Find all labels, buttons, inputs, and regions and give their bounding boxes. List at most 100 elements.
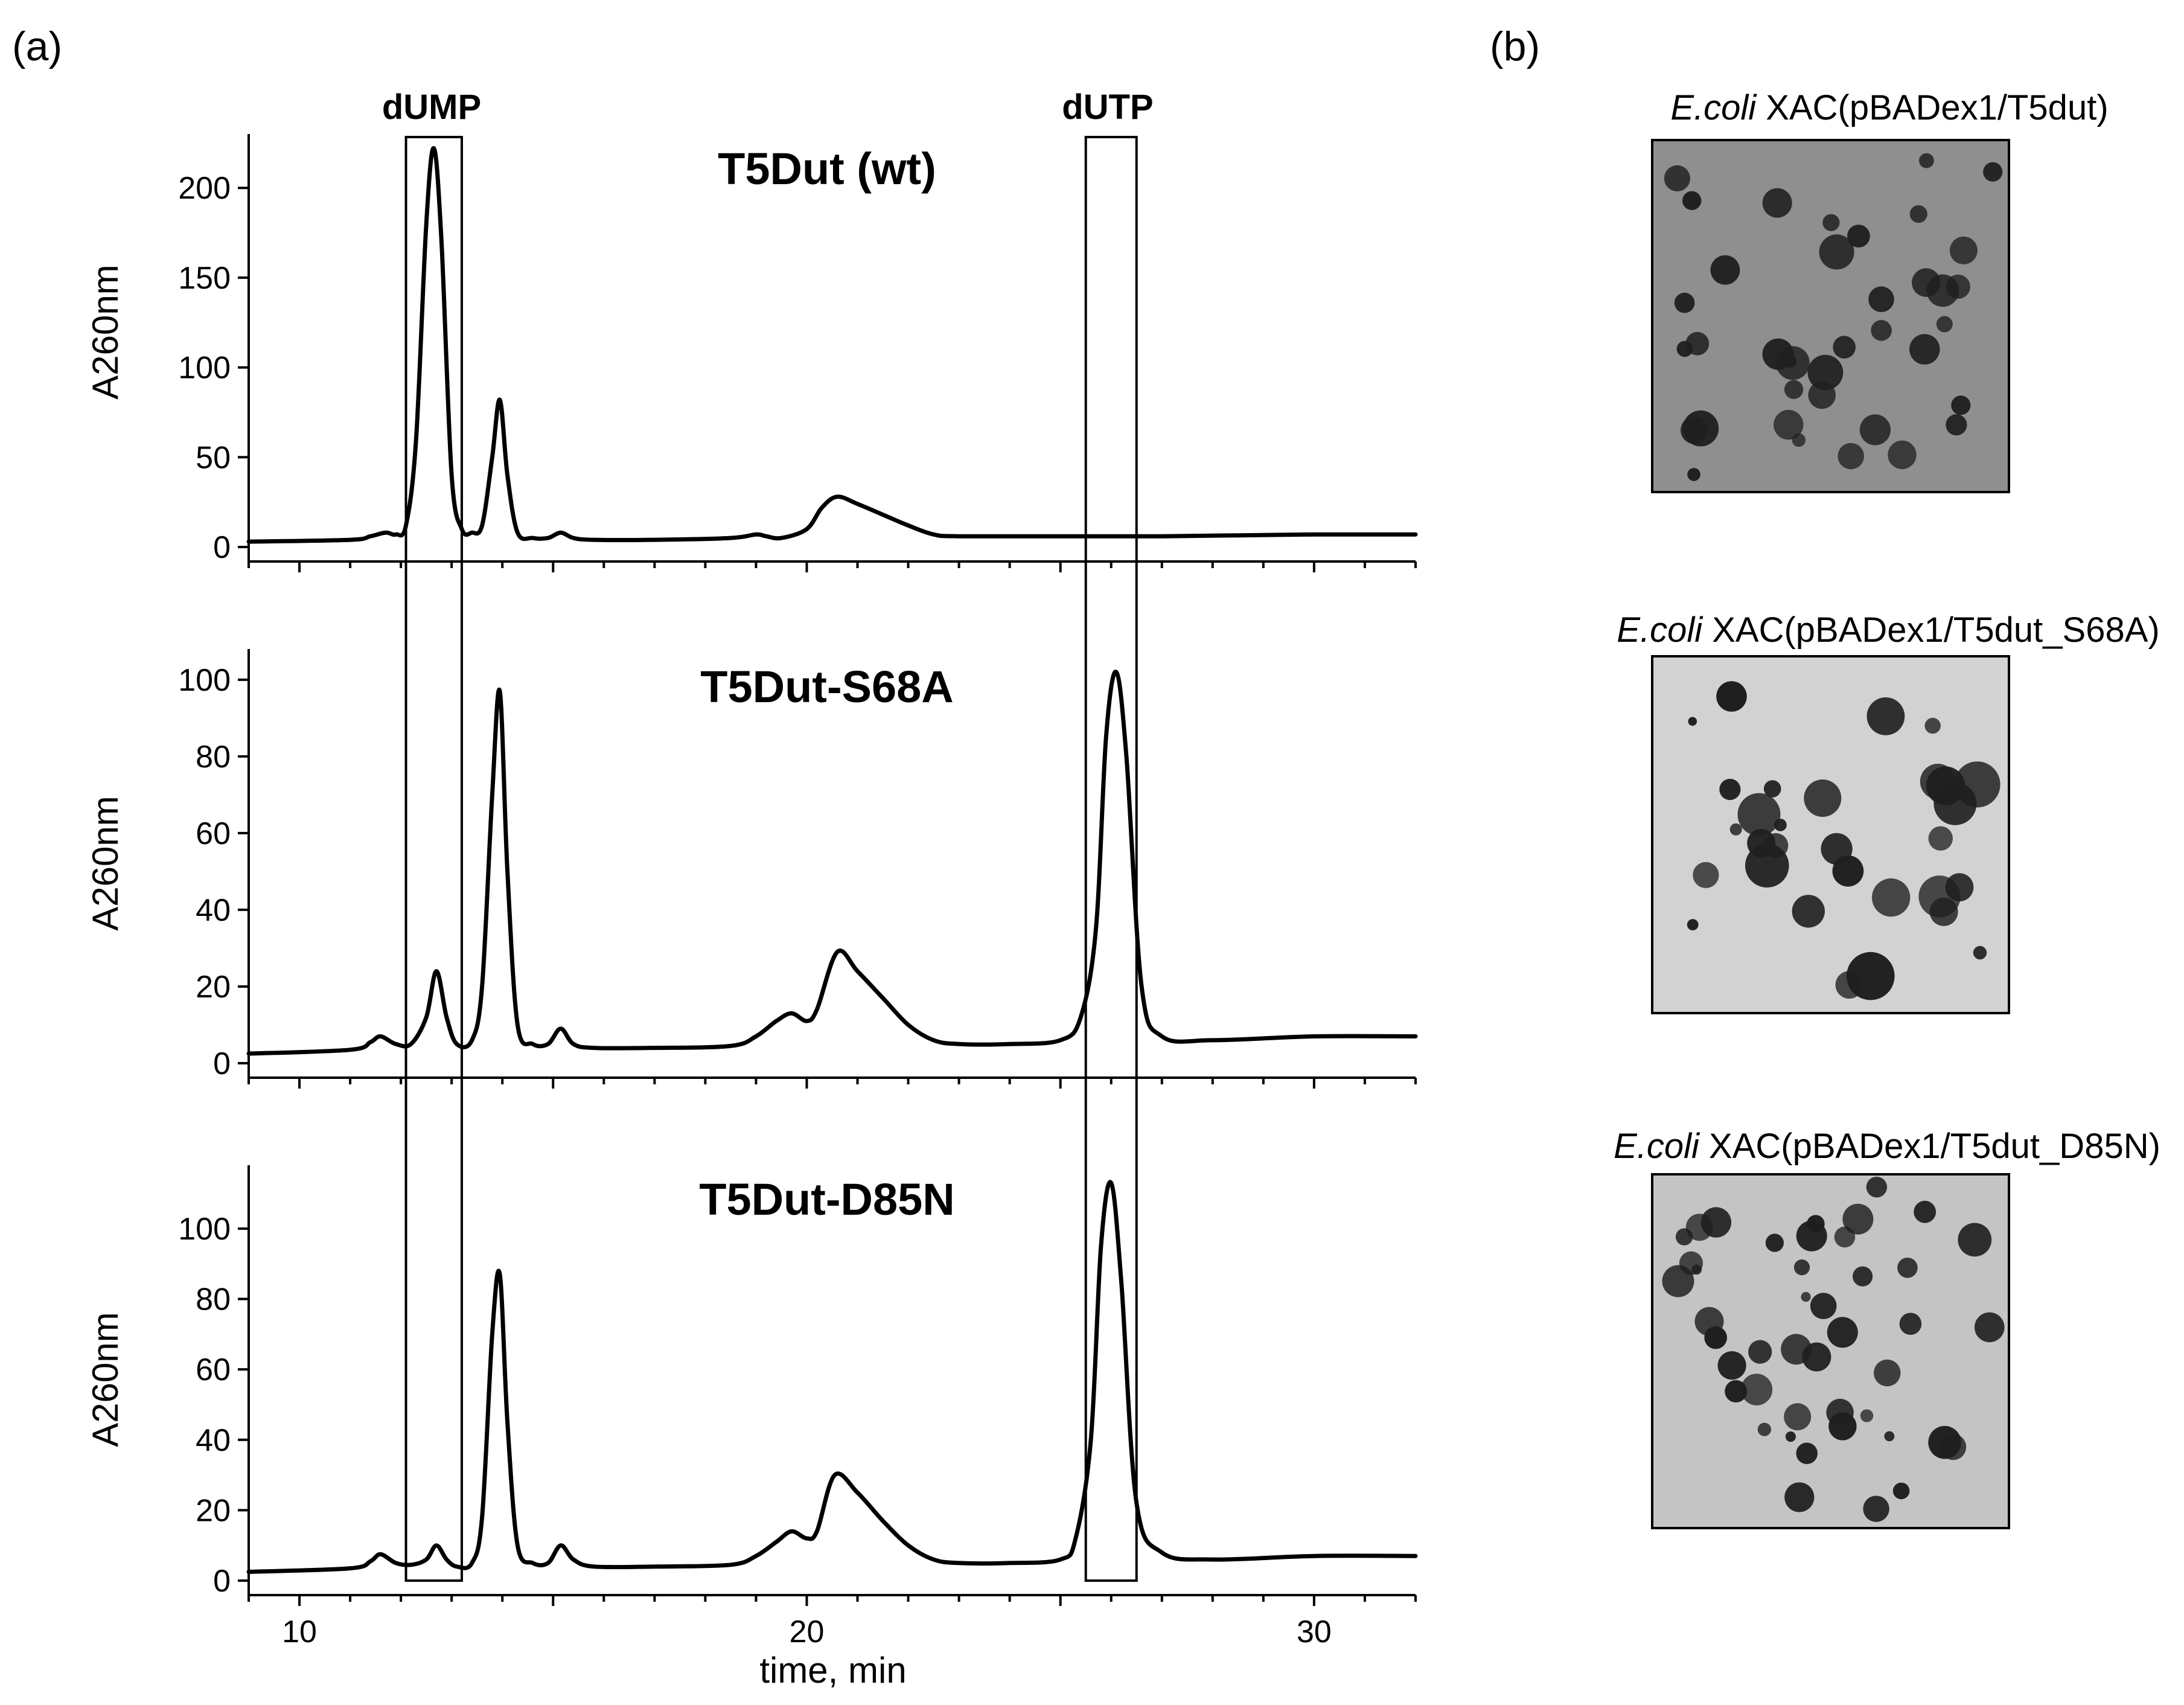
strain-plasmid: XAC(pBADex1/T5dut) [1756, 88, 2108, 127]
plaque [1664, 165, 1690, 191]
x-axis-label: time, min [759, 1650, 906, 1691]
plaque [1763, 780, 1781, 798]
plaque [1847, 225, 1870, 248]
y-tick-label: 100 [178, 351, 231, 386]
y-tick-label: 60 [196, 816, 231, 851]
plaque [1842, 1203, 1874, 1235]
plaque [1933, 782, 1977, 825]
plaque [1682, 191, 1702, 210]
plate-image-s68a [1651, 655, 2010, 1014]
y-tick-label: 100 [178, 663, 231, 698]
plaque [1899, 1313, 1922, 1335]
plaque [1675, 1228, 1693, 1246]
y-tick-label: 80 [196, 1282, 231, 1317]
plaque [1827, 1317, 1858, 1348]
y-tick-label: 200 [178, 171, 231, 206]
plaque [1737, 793, 1781, 836]
plaque [1822, 214, 1840, 231]
plaque [1793, 1259, 1810, 1276]
plate-image-wt [1651, 139, 2010, 493]
plaque [1748, 1340, 1772, 1364]
organism-name: E.coli [1614, 1127, 1700, 1166]
plaque [1872, 878, 1911, 917]
plaque [1975, 1312, 2005, 1343]
plaque [1747, 829, 1776, 857]
plate-caption-d85n: E.coli XAC(pBADex1/T5dut_D85N) [1614, 1127, 2160, 1166]
plaque [1866, 1177, 1888, 1198]
plaque [1888, 440, 1917, 469]
y-tick-label: 100 [178, 1212, 231, 1247]
plaque [1796, 1442, 1818, 1464]
plaque [1687, 468, 1700, 481]
plaque [1774, 409, 1804, 440]
plaque [1807, 354, 1844, 391]
plaque [1740, 1374, 1773, 1406]
plaque [1719, 778, 1741, 801]
plaque [1909, 205, 1927, 223]
plaque [1784, 1403, 1812, 1431]
plaque [1757, 1422, 1771, 1436]
plaque [1676, 341, 1693, 357]
region-label-dutp: dUTP [1062, 88, 1153, 127]
plaque [1688, 717, 1697, 726]
plaque [1716, 681, 1747, 712]
plaque [1859, 414, 1891, 446]
plaque-group [1662, 1177, 2005, 1522]
plaque [1874, 1359, 1901, 1387]
plaque [1725, 1380, 1748, 1403]
y-axis-label: A260nm [85, 1312, 126, 1447]
plaque [1866, 697, 1905, 735]
dutp-region-box [1084, 136, 1138, 1582]
organism-name: E.coli [1617, 610, 1703, 650]
plaque [1919, 153, 1934, 168]
y-tick-label: 0 [213, 1046, 231, 1081]
panel-b-label: (b) [1490, 24, 1540, 69]
plaque [1775, 346, 1810, 380]
plaque [1804, 779, 1842, 817]
plaque [1729, 823, 1742, 836]
plaque [1914, 1200, 1937, 1223]
plaque [1860, 1409, 1874, 1422]
y-tick-label: 80 [196, 740, 231, 775]
chart-t5dut-wt: A260nm T5Dut (wt) dUMP dUTP 0 50 100 150 200 [85, 88, 1418, 572]
plaque-group [1687, 681, 2000, 1000]
y-tick-label: 20 [196, 1493, 231, 1528]
plaque [1892, 1482, 1910, 1500]
plaque [1833, 336, 1856, 359]
plaque [1863, 1495, 1889, 1522]
plaque [1687, 919, 1699, 930]
y-tick-label: 20 [196, 970, 231, 1005]
chromatogram-trace [246, 670, 1418, 1056]
chart-t5dut-d85n: A260nm T5Dut-D85N time, min 0 20 40 60 80 100… [85, 1165, 1418, 1691]
panel-a-label: (a) [12, 24, 62, 69]
plate-image-d85n [1651, 1173, 2010, 1529]
plaque [1946, 414, 1967, 436]
plaque [1958, 1223, 1992, 1257]
plaque [1785, 1431, 1796, 1442]
plaque [1983, 162, 2003, 182]
y-tick-label: 150 [178, 261, 231, 296]
plaque [1973, 945, 1987, 960]
plaque [1792, 433, 1806, 447]
dump-region-box [404, 136, 463, 1582]
panel-a-chromatograms: A260nm T5Dut (wt) dUMP dUTP 050100150200… [85, 88, 1418, 1691]
plaque [1871, 320, 1892, 341]
plate-frame [1651, 139, 2010, 493]
y-tick-label: 40 [196, 1423, 231, 1458]
y-tick-label: 0 [213, 530, 231, 565]
plaque [1868, 286, 1894, 312]
plaque [1710, 255, 1740, 285]
plaque [1717, 1351, 1746, 1380]
plate-frame [1651, 655, 2010, 1014]
strain-plasmid: XAC(pBADex1/T5dut_S68A) [1702, 610, 2160, 650]
plaque [1909, 334, 1940, 365]
panel-b-plates: E.coli XAC(pBADex1/T5dut) E.coli XAC(pBA… [1614, 88, 2160, 1529]
plaque [1679, 1251, 1703, 1275]
x-tick-label: 10 [282, 1614, 317, 1649]
plaque [1949, 236, 1978, 264]
y-axis-label: A260nm [85, 264, 126, 399]
chart-t5dut-s68a: A260nm T5Dut-S68A 0 20 40 60 80 100 [85, 649, 1418, 1089]
chart-title: T5Dut-D85N [699, 1174, 954, 1224]
plaque [1912, 268, 1941, 297]
plaque [1693, 862, 1719, 888]
